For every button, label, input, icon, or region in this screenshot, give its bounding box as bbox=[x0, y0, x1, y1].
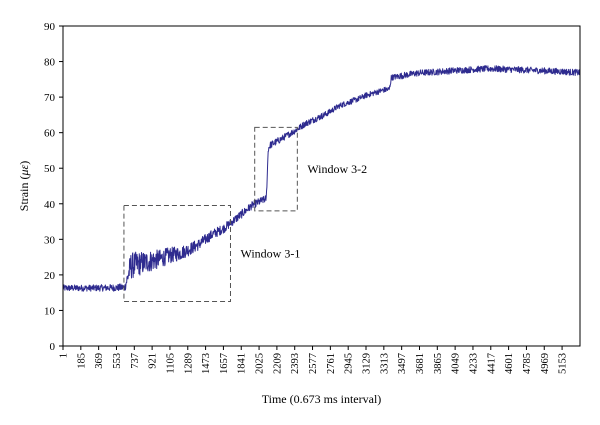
x-tick-label: 1657 bbox=[219, 353, 230, 374]
annotation-window-label: Window 3-1 bbox=[240, 247, 300, 261]
y-tick-label: 30 bbox=[44, 234, 56, 246]
x-tick-label: 2209 bbox=[272, 353, 283, 374]
y-tick-label: 10 bbox=[44, 305, 56, 317]
annotation-group: Window 3-1 Window 3-2 bbox=[123, 126, 367, 303]
x-tick-label: 553 bbox=[112, 353, 123, 369]
x-tick-label: 3865 bbox=[433, 353, 444, 374]
x-tick-label: 3681 bbox=[415, 353, 426, 374]
x-tick-label: 4601 bbox=[504, 353, 515, 374]
x-tick-label: 4233 bbox=[468, 353, 479, 374]
y-axis-title-prefix: Strain ( bbox=[17, 176, 31, 212]
x-tick-label: 2025 bbox=[255, 353, 266, 374]
series-line bbox=[62, 65, 581, 292]
x-axis-title: Time (0.673 ms interval) bbox=[262, 392, 382, 406]
x-tick-label: 369 bbox=[94, 353, 105, 369]
y-tick-label: 40 bbox=[44, 199, 56, 211]
y-tick-label: 0 bbox=[50, 341, 56, 353]
x-tick-label: 4049 bbox=[451, 353, 462, 374]
x-tick-label: 185 bbox=[76, 353, 87, 369]
y-axis: 0 10 20 30 40 50 60 70 80 90 bbox=[44, 21, 63, 353]
x-tick-label: 2761 bbox=[326, 353, 337, 374]
x-tick-label: 1473 bbox=[201, 353, 212, 374]
x-tick-label: 5153 bbox=[558, 353, 569, 374]
x-tick-label: 3129 bbox=[362, 353, 373, 374]
x-tick-label: 737 bbox=[130, 353, 141, 369]
x-tick-label: 2945 bbox=[344, 353, 355, 374]
y-tick-label: 50 bbox=[44, 163, 56, 175]
x-tick-label: 1289 bbox=[183, 353, 194, 374]
y-tick-label: 60 bbox=[44, 128, 56, 140]
x-tick-label: 3497 bbox=[397, 353, 408, 374]
y-tick-label: 20 bbox=[44, 270, 56, 282]
y-axis-title: Strain (με) bbox=[17, 161, 31, 211]
annotation-window-label: Window 3-2 bbox=[307, 162, 367, 176]
y-tick-label: 70 bbox=[44, 92, 56, 104]
x-tick-label: 2393 bbox=[290, 353, 301, 374]
y-tick-label: 90 bbox=[44, 21, 56, 33]
annotation-window-box bbox=[254, 126, 298, 212]
series-group bbox=[62, 65, 581, 292]
x-tick-label: 2577 bbox=[308, 353, 319, 374]
plot-frame bbox=[62, 25, 581, 347]
x-tick-label: 4969 bbox=[540, 353, 551, 374]
x-tick-label: 1 bbox=[59, 353, 70, 358]
y-tick-label: 80 bbox=[44, 57, 56, 69]
x-tick-label: 4785 bbox=[522, 353, 533, 374]
x-tick-label: 921 bbox=[148, 353, 159, 369]
x-tick-label: 4417 bbox=[486, 353, 497, 374]
annotation-window-box bbox=[123, 205, 231, 303]
x-tick-label: 1841 bbox=[237, 353, 248, 374]
y-axis-title-suffix: ) bbox=[17, 161, 31, 165]
x-tick-label: 3313 bbox=[379, 353, 390, 374]
x-tick-label: 1105 bbox=[165, 353, 176, 374]
x-axis: 1 185 369 553 737 921 1105 1289 1473 1657 1841 2025… bbox=[59, 346, 569, 374]
y-axis-title-unit: με bbox=[17, 165, 31, 177]
